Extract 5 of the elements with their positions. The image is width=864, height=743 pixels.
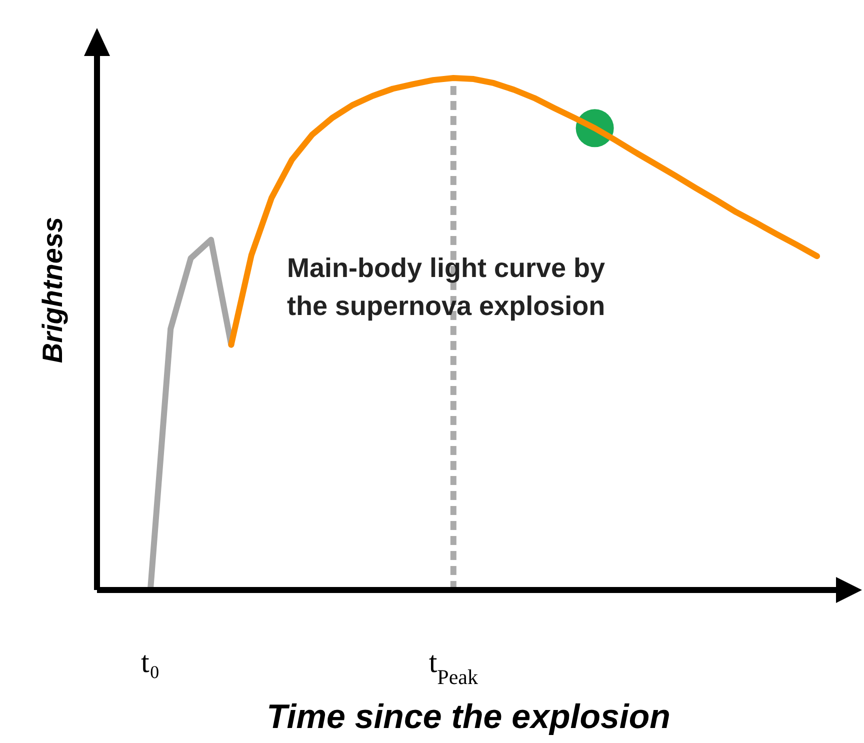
x-axis-title: Time since the explosion bbox=[266, 698, 670, 736]
y-axis-title: Brightness bbox=[37, 216, 68, 364]
x-tick-label: t$_{Peak}$ bbox=[428, 646, 478, 689]
annotation: Main-body light curve by the supernova explosion bbox=[287, 253, 606, 321]
x-tick-label: t₀ bbox=[141, 646, 160, 679]
